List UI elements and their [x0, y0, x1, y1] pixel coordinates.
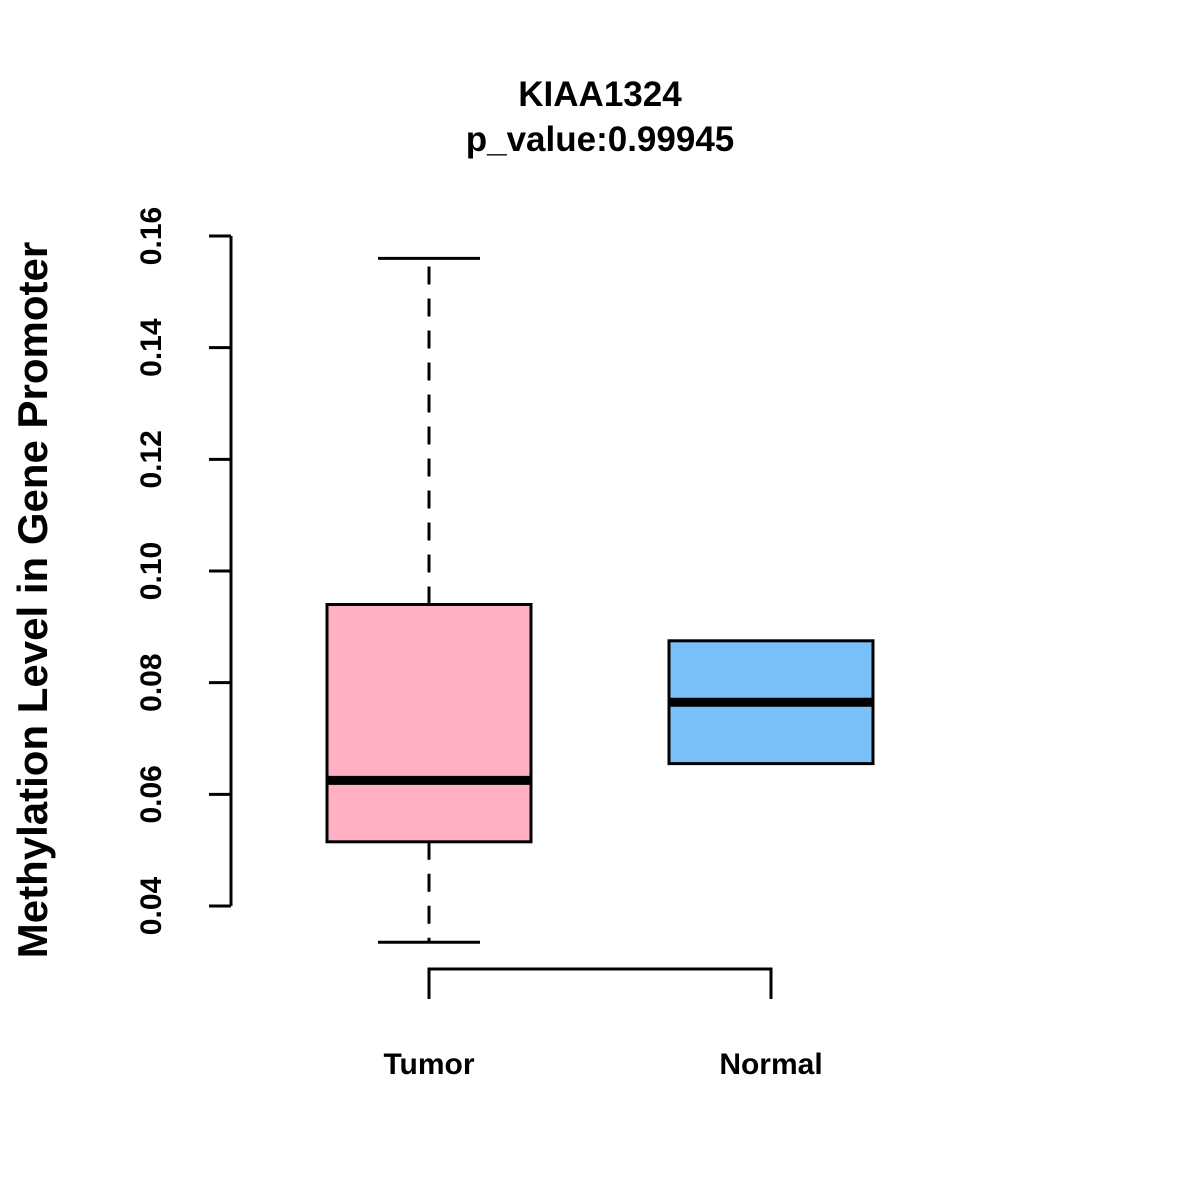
chart-subtitle: p_value:0.99945	[466, 120, 735, 159]
y-axis-label: Methylation Level in Gene Promoter	[9, 242, 56, 958]
y-tick-label: 0.04	[135, 876, 168, 935]
bracket-line	[427, 967, 773, 999]
x-label-tumor: Tumor	[383, 1048, 474, 1081]
box-iqr	[325, 603, 533, 844]
box-normal	[667, 639, 875, 766]
y-tick-label: 0.06	[135, 765, 168, 823]
y-tick-label: 0.10	[135, 542, 168, 600]
y-tick-label: 0.12	[135, 430, 168, 488]
x-axis-labels: Tumor Normal	[383, 1048, 822, 1081]
y-tick-label: 0.08	[135, 653, 168, 711]
box-tumor	[325, 256, 533, 944]
y-tick-label: 0.16	[135, 207, 168, 265]
box-layer	[325, 256, 875, 944]
comparison-bracket	[427, 967, 773, 999]
chart-title: KIAA1324	[518, 75, 682, 114]
y-axis: 0.04 0.06 0.08 0.10 0.12 0.14 0.16	[135, 207, 233, 935]
x-label-normal: Normal	[719, 1048, 822, 1081]
y-tick-label: 0.14	[135, 318, 168, 377]
